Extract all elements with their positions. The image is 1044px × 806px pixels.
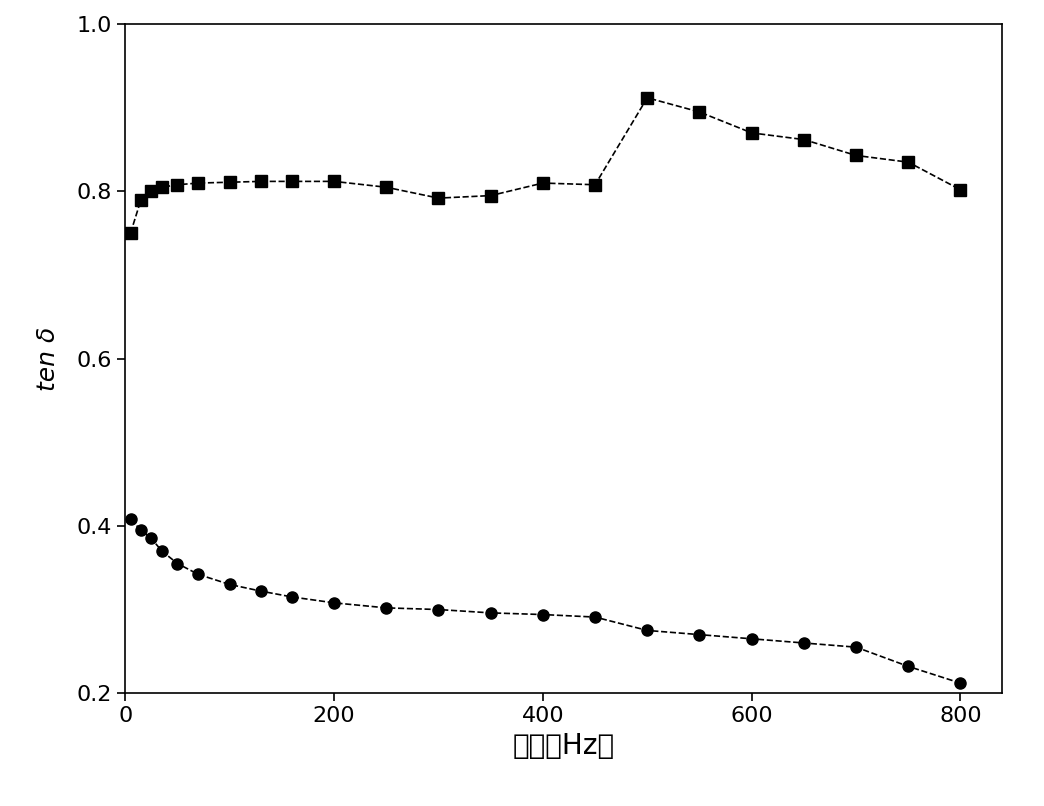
X-axis label: 频率（Hz）: 频率（Hz） xyxy=(513,732,615,760)
Y-axis label: ten δ: ten δ xyxy=(37,326,61,391)
